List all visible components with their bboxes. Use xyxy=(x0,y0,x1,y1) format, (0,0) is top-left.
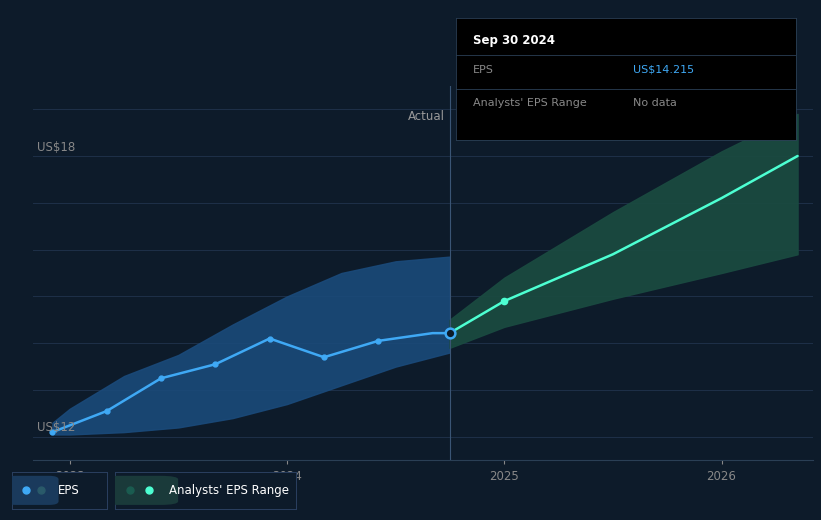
Text: Analysts Forecasts: Analysts Forecasts xyxy=(461,110,571,123)
Text: Analysts' EPS Range: Analysts' EPS Range xyxy=(473,98,586,108)
Text: US$14.215: US$14.215 xyxy=(633,64,694,75)
Text: Analysts' EPS Range: Analysts' EPS Range xyxy=(169,484,289,497)
Text: Sep 30 2024: Sep 30 2024 xyxy=(473,34,555,47)
Text: US$12: US$12 xyxy=(37,421,76,434)
Text: EPS: EPS xyxy=(473,64,493,75)
Text: EPS: EPS xyxy=(57,484,80,497)
Text: US$18: US$18 xyxy=(37,140,76,153)
FancyBboxPatch shape xyxy=(7,476,58,505)
Text: No data: No data xyxy=(633,98,677,108)
FancyBboxPatch shape xyxy=(103,476,178,505)
Text: Actual: Actual xyxy=(408,110,445,123)
